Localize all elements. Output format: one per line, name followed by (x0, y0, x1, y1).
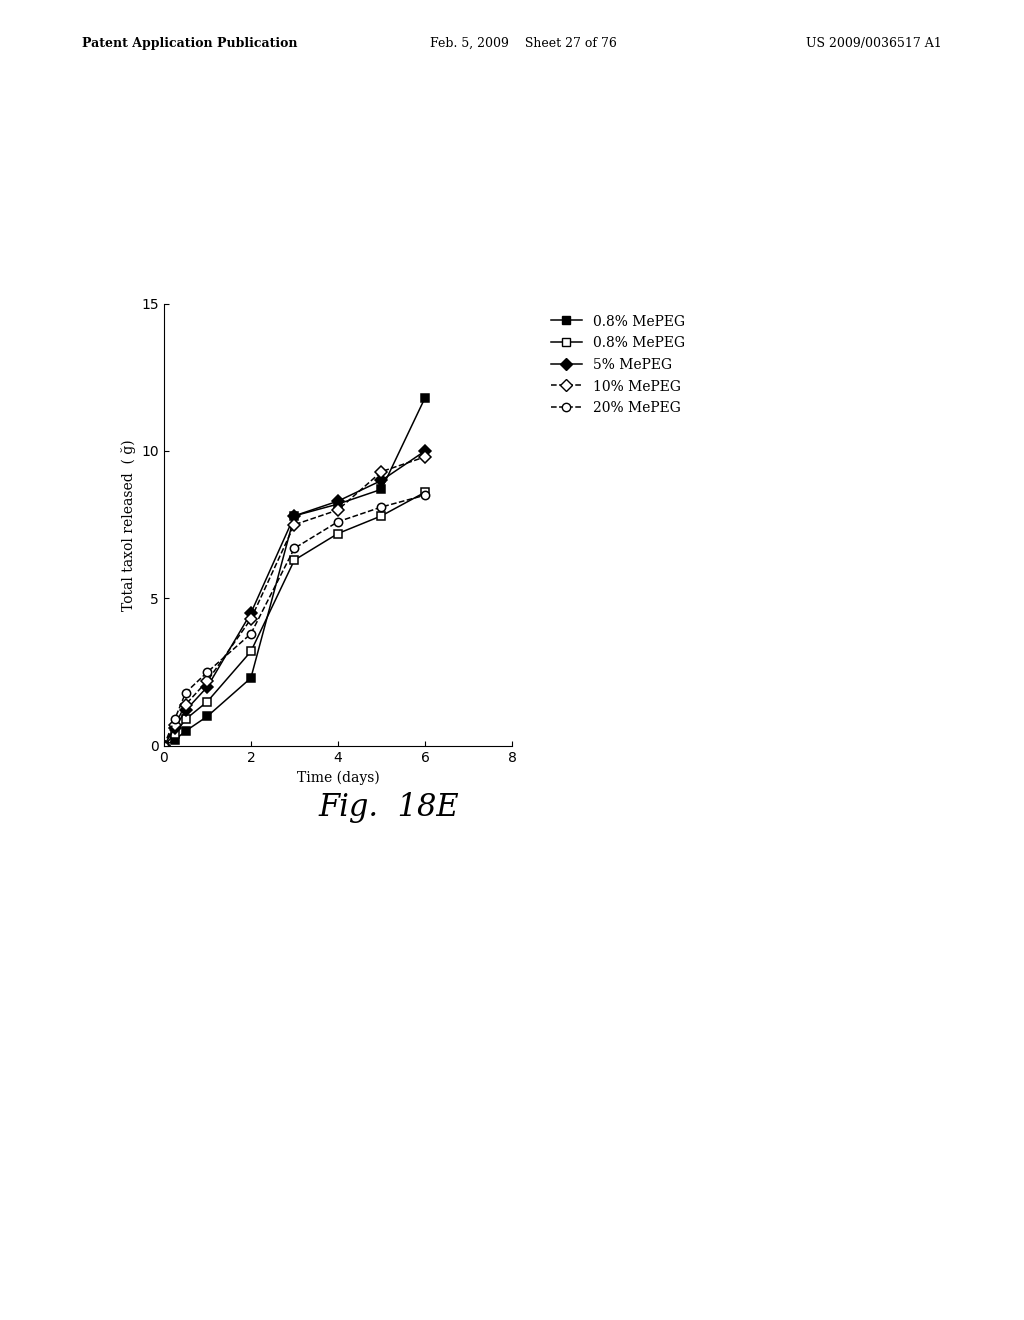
Text: Fig.  18E: Fig. 18E (318, 792, 460, 822)
Text: Feb. 5, 2009    Sheet 27 of 76: Feb. 5, 2009 Sheet 27 of 76 (430, 37, 616, 50)
Legend: 0.8% MePEG, 0.8% MePEG, 5% MePEG, 10% MePEG, 20% MePEG: 0.8% MePEG, 0.8% MePEG, 5% MePEG, 10% Me… (547, 310, 689, 420)
Y-axis label: Total taxol released  ( ğ): Total taxol released ( ğ) (121, 438, 136, 611)
Text: US 2009/0036517 A1: US 2009/0036517 A1 (806, 37, 942, 50)
X-axis label: Time (days): Time (days) (297, 770, 379, 784)
Text: Patent Application Publication: Patent Application Publication (82, 37, 297, 50)
